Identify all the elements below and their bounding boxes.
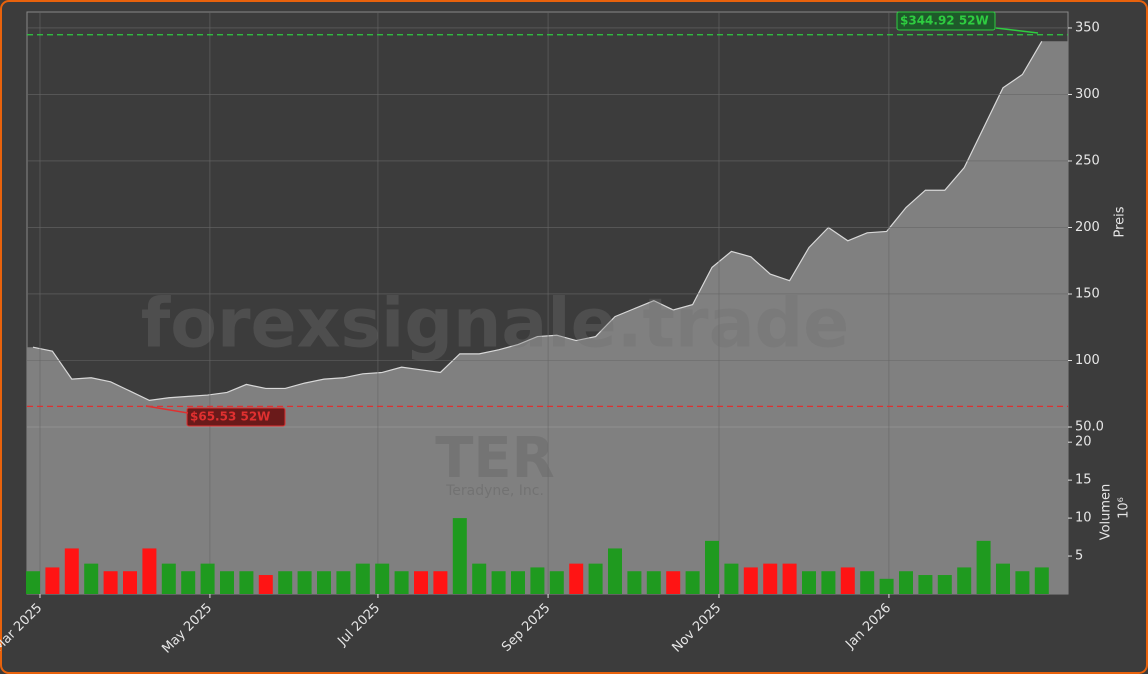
volume-bar bbox=[957, 567, 972, 594]
y-tick-label: 300 bbox=[1075, 87, 1100, 102]
volume-bar bbox=[142, 548, 157, 594]
volume-bar bbox=[666, 571, 681, 594]
volume-bar bbox=[879, 578, 894, 594]
volume-bar bbox=[336, 571, 351, 594]
annotation-arrow bbox=[995, 27, 1039, 34]
y-tick-label: 250 bbox=[1075, 153, 1100, 168]
annotation-box bbox=[896, 11, 996, 31]
volume-bar bbox=[627, 571, 642, 594]
volume-bar bbox=[200, 563, 215, 594]
y-axis-label: Preis bbox=[1113, 206, 1128, 237]
volume-bar bbox=[355, 563, 370, 594]
watermark: forexsignale.trade bbox=[141, 285, 850, 364]
volume-bar bbox=[569, 563, 584, 594]
volume-bar bbox=[26, 571, 40, 594]
ticker: TER bbox=[435, 426, 555, 491]
y2-scale-label: 10⁶ bbox=[1117, 497, 1132, 519]
volume-bar bbox=[763, 563, 778, 594]
volume-bar bbox=[1015, 571, 1030, 594]
y2-tick-label: 5 bbox=[1075, 549, 1083, 564]
price-area bbox=[27, 41, 1068, 595]
volume-bar bbox=[899, 571, 913, 594]
volume-bar bbox=[452, 518, 467, 594]
volume-bar bbox=[860, 571, 875, 594]
volume-bar bbox=[220, 571, 234, 594]
price-line bbox=[32, 40, 1043, 402]
volume-bar bbox=[258, 575, 273, 594]
volume-bar bbox=[84, 563, 99, 594]
volume-bar bbox=[918, 575, 933, 594]
volume-bar bbox=[802, 571, 816, 594]
y-tick-label: 100 bbox=[1075, 353, 1100, 368]
volume-bar bbox=[64, 548, 79, 594]
annotation-arrow bbox=[145, 405, 189, 414]
y2-axis-label: Volumen bbox=[1099, 484, 1114, 541]
annotation-label: $65.53 52W bbox=[190, 410, 270, 424]
annotation-label: $344.92 52W bbox=[900, 14, 989, 28]
volume-bar bbox=[996, 563, 1010, 594]
y-tick-label: 200 bbox=[1075, 220, 1100, 235]
y2-tick-label: 10 bbox=[1075, 511, 1092, 526]
volume-bar bbox=[472, 563, 487, 594]
volume-bar bbox=[511, 571, 525, 594]
volume-bar bbox=[937, 575, 952, 594]
volume-bar bbox=[297, 571, 312, 594]
y2-tick-label: 15 bbox=[1075, 473, 1092, 488]
volume-bar bbox=[608, 548, 622, 594]
volume-bar bbox=[123, 571, 137, 594]
volume-bar bbox=[317, 571, 331, 594]
volume-bar bbox=[840, 567, 855, 594]
volume-bar bbox=[743, 567, 758, 594]
volume-bar bbox=[1034, 567, 1049, 594]
y-tick-label: 150 bbox=[1075, 286, 1100, 301]
y-tick-label: 50.0 bbox=[1075, 420, 1104, 435]
y-tick-label: 350 bbox=[1075, 20, 1100, 35]
annotation-box bbox=[186, 407, 286, 427]
volume-bar bbox=[375, 563, 390, 594]
volume-bar bbox=[491, 571, 506, 594]
volume-bar bbox=[45, 567, 60, 594]
volume-bar bbox=[685, 571, 700, 594]
volume-bar bbox=[782, 563, 797, 594]
volume-bar bbox=[103, 571, 118, 594]
volume-bar bbox=[588, 563, 603, 594]
volume-bar bbox=[239, 571, 254, 594]
y2-tick-label: 20 bbox=[1075, 435, 1092, 450]
volume-bar bbox=[433, 571, 448, 594]
volume-bar bbox=[646, 571, 661, 594]
volume-bar bbox=[705, 540, 719, 594]
volume-bar bbox=[724, 563, 739, 594]
volume-bar bbox=[976, 540, 991, 594]
volume-bar bbox=[161, 563, 176, 594]
volume-bar bbox=[278, 571, 293, 594]
volume-bar bbox=[821, 571, 836, 594]
company: Teradyne, Inc. bbox=[445, 483, 544, 499]
volume-bar bbox=[530, 567, 545, 594]
volume-bar bbox=[414, 571, 428, 594]
volume-bar bbox=[549, 571, 564, 594]
volume-bar bbox=[181, 571, 196, 594]
volume-bar bbox=[394, 571, 409, 594]
